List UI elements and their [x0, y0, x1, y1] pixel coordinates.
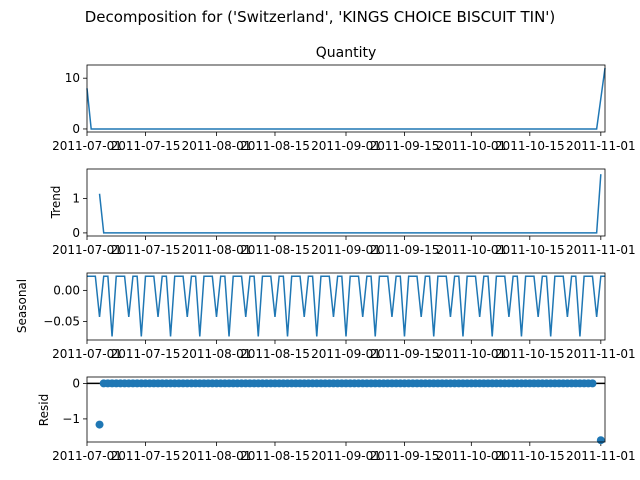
ylabel-trend: Trend [49, 186, 63, 220]
x-tick-label: 2011-08-15 [240, 347, 310, 361]
y-tick-label: −0.05 [43, 314, 80, 328]
x-tick-label: 2011-08-15 [240, 139, 310, 153]
ylabel-resid: Resid [37, 394, 51, 426]
x-tick-label: 2011-09-01 [311, 449, 381, 463]
x-tick-label: 2011-11-01 [566, 347, 636, 361]
x-tick-label: 2011-07-01 [52, 243, 122, 257]
y-tick-label: 0 [72, 122, 80, 136]
x-tick-label: 2011-07-15 [111, 139, 181, 153]
x-tick-label: 2011-08-01 [182, 449, 252, 463]
x-tick-label: 2011-09-01 [311, 139, 381, 153]
y-tick-label: −1 [62, 412, 80, 426]
x-tick-label: 2011-10-15 [495, 139, 565, 153]
x-tick-label: 2011-07-01 [52, 449, 122, 463]
x-tick-label: 2011-10-15 [495, 347, 565, 361]
resid-point [95, 420, 104, 429]
x-tick-label: 2011-11-01 [566, 449, 636, 463]
resid-point [588, 379, 597, 388]
series-line-1-0 [98, 174, 602, 234]
x-tick-label: 2011-08-15 [240, 449, 310, 463]
series-line-seasonal [87, 275, 605, 337]
x-tick-label: 2011-09-15 [370, 449, 440, 463]
plot-frame [86, 272, 606, 341]
x-tick-label: 2011-09-01 [311, 243, 381, 257]
y-tick-label: 0.00 [53, 283, 80, 297]
x-tick-label: 2011-10-15 [495, 449, 565, 463]
plot-frame [86, 376, 606, 443]
x-tick-label: 2011-10-01 [436, 347, 506, 361]
x-tick-label: 2011-08-15 [240, 243, 310, 257]
x-tick-label: 2011-09-15 [370, 347, 440, 361]
x-tick-label: 2011-09-15 [370, 243, 440, 257]
plot-frame [86, 64, 606, 133]
y-tick-label: 0 [72, 376, 80, 390]
series-line-0-0 [86, 67, 606, 130]
figure-title: Decomposition for ('Switzerland', 'KINGS… [85, 8, 556, 26]
x-tick-label: 2011-08-01 [182, 347, 252, 361]
x-tick-label: 2011-09-01 [311, 347, 381, 361]
x-tick-label: 2011-10-01 [436, 243, 506, 257]
plot-frame [86, 168, 606, 237]
x-tick-label: 2011-07-01 [52, 139, 122, 153]
x-tick-label: 2011-10-15 [495, 243, 565, 257]
panel-title-quantity: Quantity [316, 45, 377, 61]
x-tick-label: 2011-11-01 [566, 243, 636, 257]
x-tick-label: 2011-07-15 [111, 243, 181, 257]
x-tick-label: 2011-08-01 [182, 139, 252, 153]
x-tick-label: 2011-10-01 [436, 449, 506, 463]
x-tick-label: 2011-11-01 [566, 139, 636, 153]
x-tick-label: 2011-09-15 [370, 139, 440, 153]
x-tick-label: 2011-07-01 [52, 347, 122, 361]
y-tick-label: 10 [65, 71, 80, 85]
x-tick-label: 2011-10-01 [436, 139, 506, 153]
y-tick-label: 1 [72, 192, 80, 206]
y-tick-label: 0 [72, 226, 80, 240]
ylabel-seasonal: Seasonal [15, 279, 29, 333]
x-tick-label: 2011-07-15 [111, 449, 181, 463]
x-tick-label: 2011-07-15 [111, 347, 181, 361]
resid-point [596, 436, 605, 445]
x-tick-label: 2011-08-01 [182, 243, 252, 257]
